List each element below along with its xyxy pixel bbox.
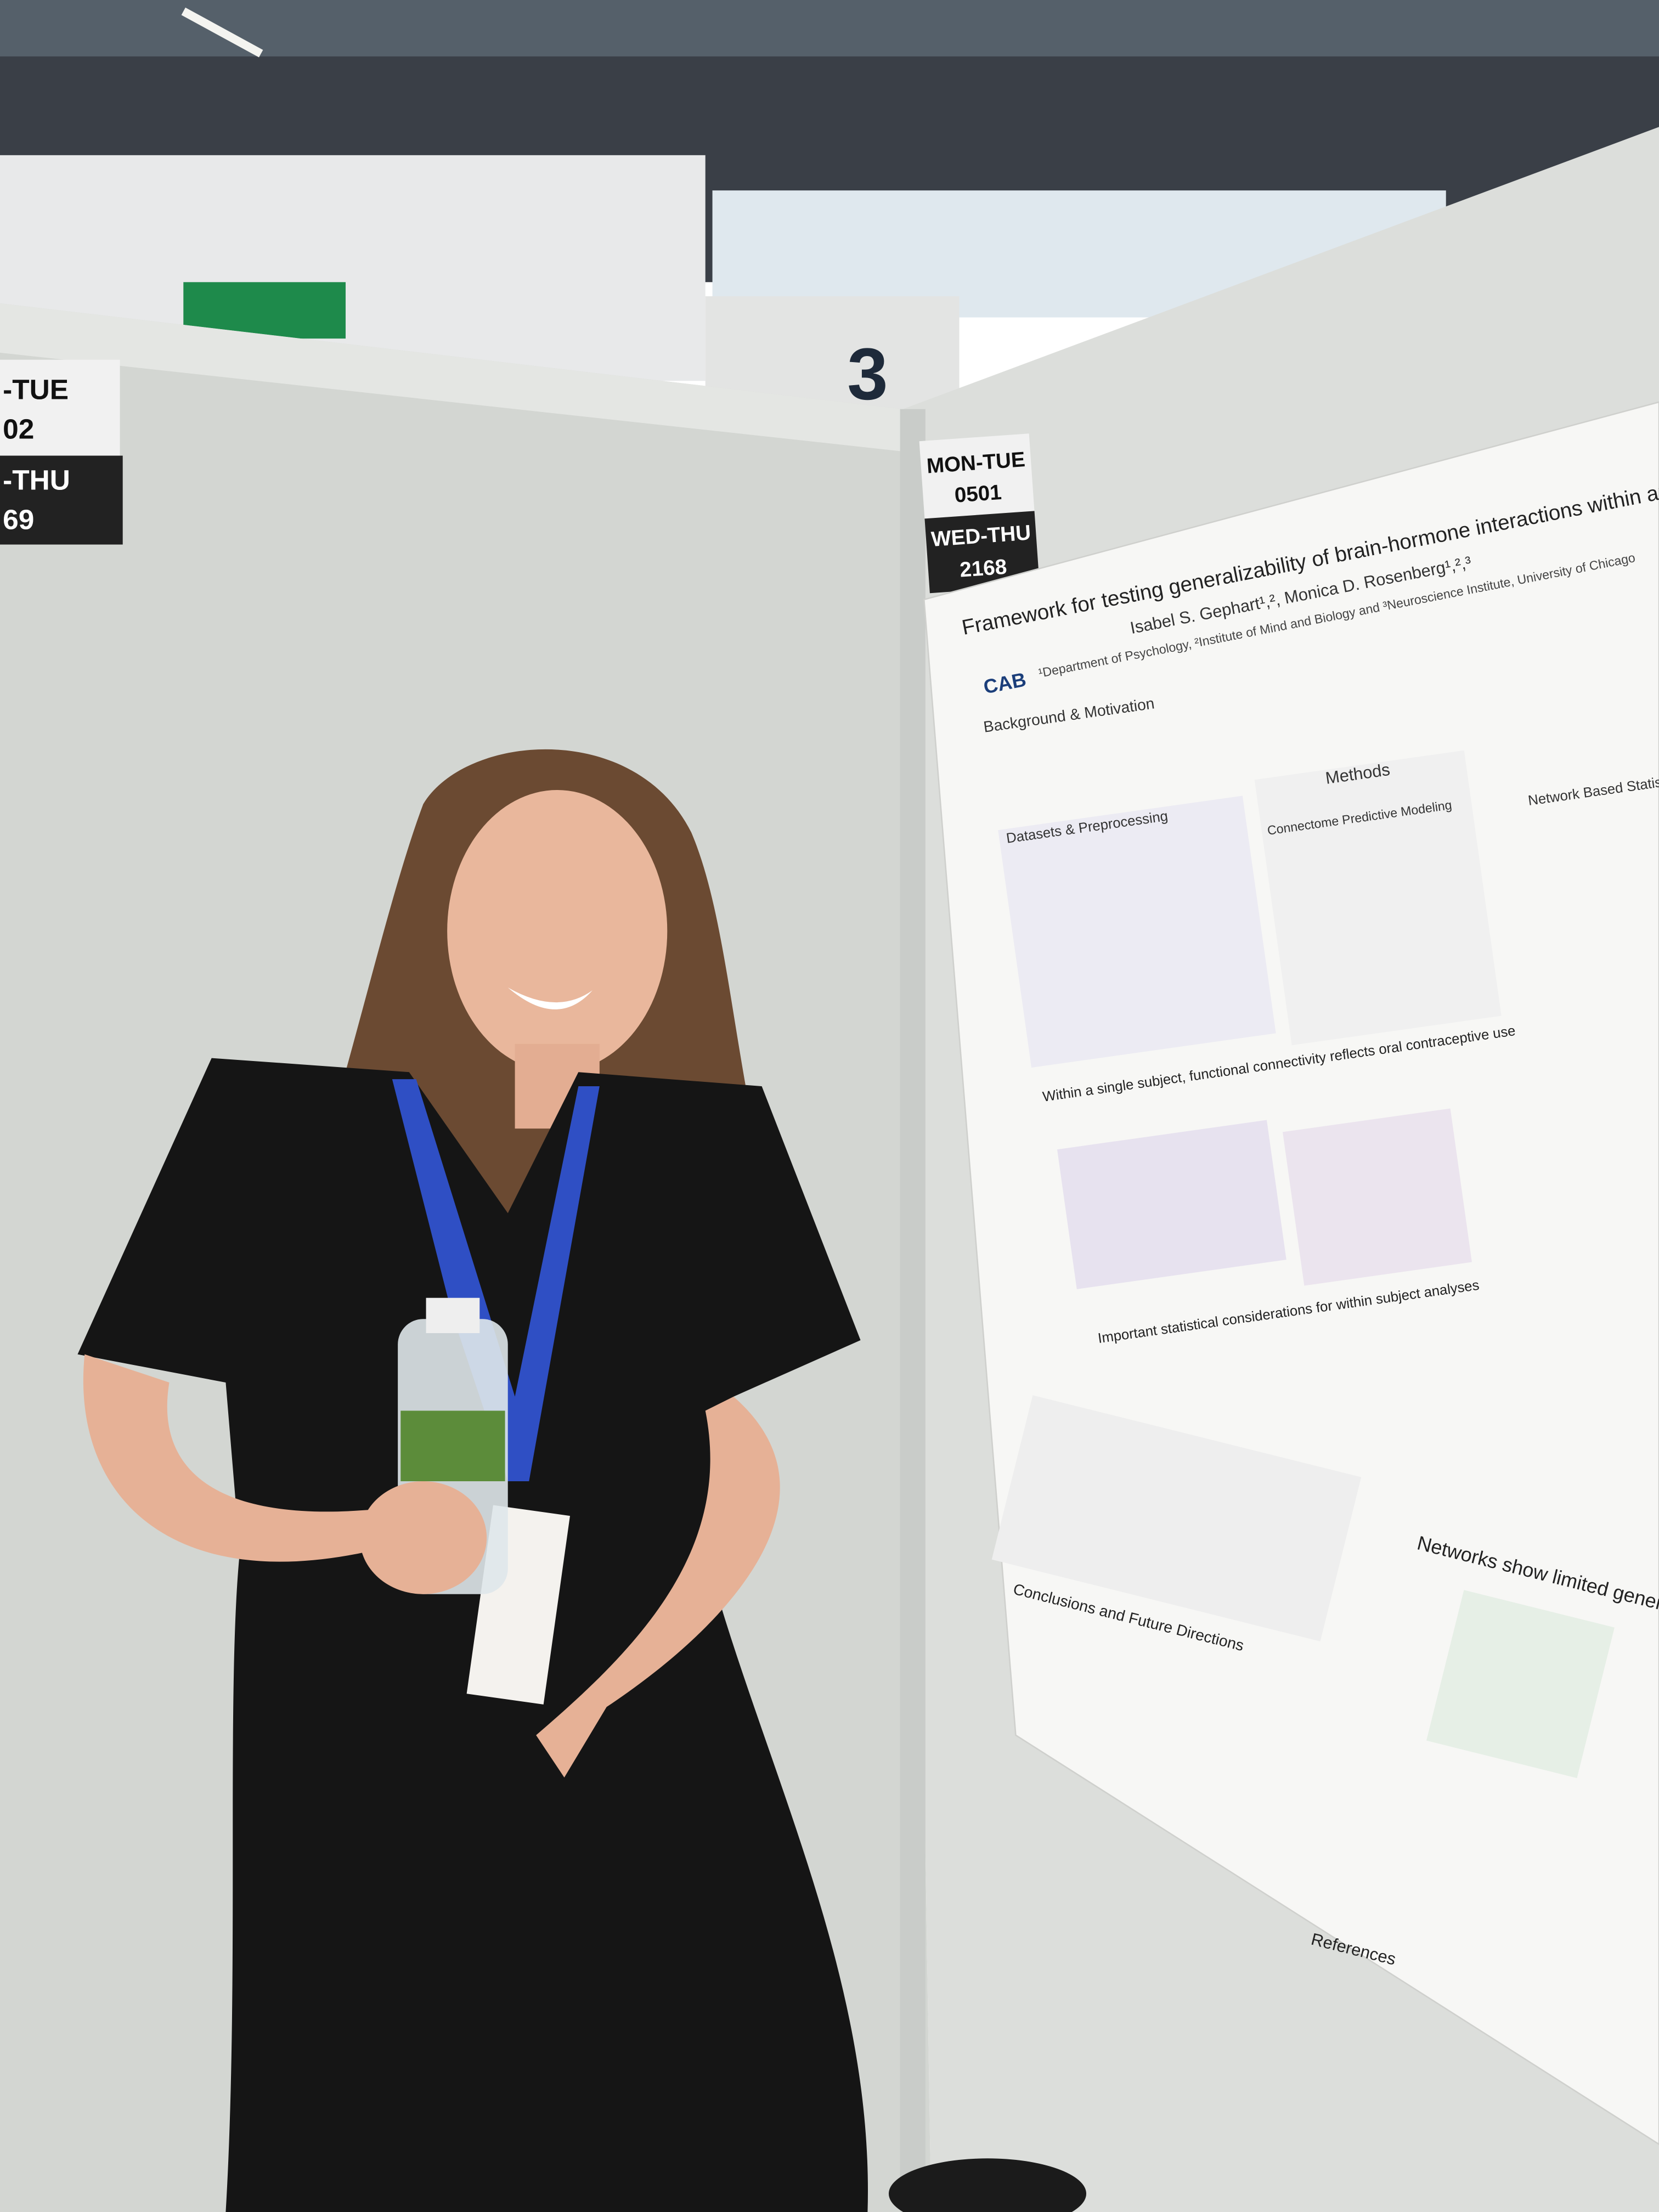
sign-text: 02: [3, 413, 34, 445]
poster-figure: [1283, 1108, 1472, 1286]
lanyard: [392, 1079, 600, 1481]
sign-top: [0, 359, 120, 456]
bag: [889, 2158, 1086, 2212]
poster-figure: [1426, 1590, 1615, 1779]
bottle-label: [400, 1410, 505, 1481]
ceiling-truss: [0, 0, 1659, 57]
right-sign: MON-TUE 0501 WED-THU 2168: [919, 433, 1040, 594]
left-sign: -TUE 02 -THU 69: [0, 359, 123, 545]
ceiling-light: [181, 7, 263, 58]
arm: [83, 1354, 374, 1562]
hand: [359, 1481, 487, 1594]
sign-text: -TUE: [3, 374, 69, 405]
poster-panel: [1254, 750, 1502, 1046]
person: [77, 749, 868, 2212]
hall-number: 3: [847, 334, 888, 415]
dress: [77, 1058, 868, 2212]
sign-bottom: [0, 455, 123, 545]
sign-top: [919, 433, 1035, 519]
panel-post: [900, 409, 926, 2212]
arm: [536, 1396, 780, 1778]
sign-text: -THU: [3, 464, 70, 495]
face: [447, 790, 668, 1073]
panel-edge: [0, 303, 903, 452]
sign-text: 0501: [954, 481, 1003, 507]
back-wall: [705, 296, 960, 409]
poster-figure: [991, 1395, 1362, 1641]
poster-figure: [1057, 1120, 1286, 1289]
smile: [507, 988, 592, 1009]
poster-panel: [998, 795, 1276, 1068]
bottle-cap: [426, 1297, 480, 1333]
sign-text: 2168: [959, 555, 1008, 582]
sign-text: 69: [3, 503, 34, 535]
sign-bottom: [924, 511, 1040, 594]
